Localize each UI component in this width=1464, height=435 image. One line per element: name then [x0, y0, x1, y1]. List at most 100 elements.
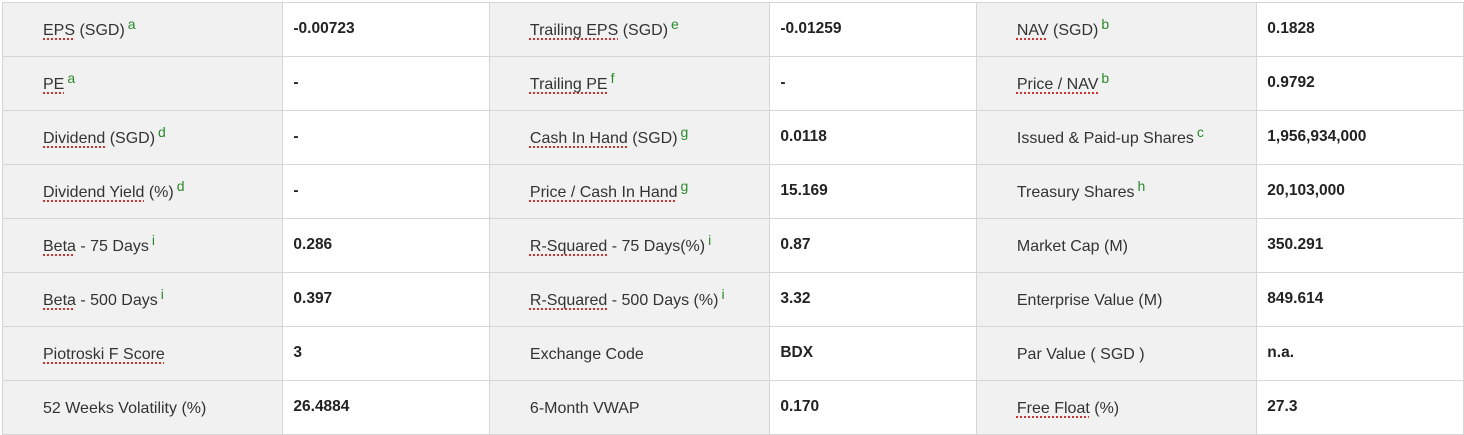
footnote-marker[interactable]: g: [680, 178, 689, 194]
metric-value: 0.1828: [1256, 2, 1464, 57]
metric-label: Trailing PE f: [488, 56, 771, 111]
footnote-marker[interactable]: a: [127, 16, 136, 32]
metric-term-link[interactable]: R-Squared: [529, 292, 608, 309]
metric-label: 52 Weeks Volatility (%): [1, 380, 284, 435]
metric-label-text: Treasury Shares: [1016, 184, 1135, 201]
footnote-marker[interactable]: e: [671, 16, 679, 32]
metric-term-link[interactable]: Price / NAV: [1016, 76, 1099, 93]
table-row: Beta - 75 Days i 0.286 R-Squared - 75 Days(…: [1, 218, 1464, 273]
metric-label-text: Enterprise Value (M): [1016, 292, 1163, 309]
table-row: Beta - 500 Days i 0.397 R-Squared - 500 Day…: [1, 272, 1464, 327]
metric-label: PE a: [1, 56, 284, 111]
metric-value: -0.01259: [769, 2, 977, 57]
metric-label-text: Exchange Code: [529, 346, 644, 363]
footnote-marker[interactable]: a: [67, 70, 76, 86]
metric-label-text: (SGD): [618, 22, 669, 39]
metric-term-link[interactable]: Free Float: [1016, 400, 1090, 417]
metric-label: Issued & Paid-up Shares c: [975, 110, 1258, 165]
metric-term-link[interactable]: Trailing PE: [529, 76, 608, 93]
metric-value: -0.00723: [282, 2, 490, 57]
table-row: 52 Weeks Volatility (%) 26.4884 6-Month VW…: [1, 380, 1464, 435]
metric-label-text: 52 Weeks Volatility (%): [43, 400, 207, 417]
metric-value: 15.169: [769, 164, 977, 219]
footnote-marker[interactable]: h: [1137, 178, 1146, 194]
metric-label: Treasury Shares h: [975, 164, 1258, 219]
metric-term-link[interactable]: Cash In Hand: [529, 130, 628, 147]
metric-label-text: (SGD): [105, 130, 156, 147]
footnote-marker[interactable]: d: [158, 124, 166, 140]
metric-label: Free Float (%): [975, 380, 1258, 435]
metric-value: -: [282, 56, 490, 111]
metric-label: Exchange Code: [488, 326, 771, 381]
metric-value: 3.32: [769, 272, 977, 327]
footnote-marker[interactable]: i: [721, 286, 725, 302]
table-row: Dividend Yield (%) d - Price / Cash In Hand…: [1, 164, 1464, 219]
metric-label: Dividend (SGD) d: [1, 110, 284, 165]
metric-value: -: [282, 164, 490, 219]
metric-value: 27.3: [1256, 380, 1464, 435]
metric-label: Price / Cash In Hand g: [488, 164, 771, 219]
metric-label-text: (%): [1089, 400, 1120, 417]
metric-value: 849.614: [1256, 272, 1464, 327]
metric-value: -: [282, 110, 490, 165]
footnote-marker[interactable]: c: [1196, 124, 1204, 140]
metric-label: Cash In Hand (SGD) g: [488, 110, 771, 165]
metric-value: 1,956,934,000: [1256, 110, 1464, 165]
metric-term-link[interactable]: Price / Cash In Hand: [529, 184, 678, 201]
metric-label: Par Value ( SGD ): [975, 326, 1258, 381]
metric-value: 0.170: [769, 380, 977, 435]
metric-term-link[interactable]: EPS: [43, 22, 76, 39]
metric-label-text: Par Value ( SGD ): [1016, 346, 1145, 363]
footnote-marker[interactable]: d: [176, 178, 185, 194]
metric-label-text: 6-Month VWAP: [529, 400, 640, 417]
metric-value: -: [769, 56, 977, 111]
footnote-marker[interactable]: i: [708, 232, 712, 248]
metric-label: Dividend Yield (%) d: [1, 164, 284, 219]
footnote-marker[interactable]: i: [160, 286, 164, 302]
table-row: Piotroski F Score 3 Exchange Code BDX Par Va…: [1, 326, 1464, 381]
metric-term-link[interactable]: Piotroski F Score: [43, 346, 165, 363]
footnote-marker[interactable]: g: [680, 124, 689, 140]
metric-label-text: - 500 Days: [75, 292, 158, 309]
metric-term-link[interactable]: R-Squared: [529, 238, 608, 255]
metric-value: 3: [282, 326, 490, 381]
metric-value: n.a.: [1256, 326, 1464, 381]
metric-label: EPS (SGD) a: [1, 2, 284, 57]
metric-term-link[interactable]: NAV: [1016, 22, 1049, 39]
footnote-marker[interactable]: b: [1101, 16, 1110, 32]
metric-label: R-Squared - 75 Days(%) i: [488, 218, 771, 273]
metric-term-link[interactable]: Beta: [43, 238, 76, 255]
footnote-marker[interactable]: f: [610, 70, 615, 86]
metric-term-link[interactable]: PE: [43, 76, 65, 93]
metric-value: 0.9792: [1256, 56, 1464, 111]
table-row: PE a - Trailing PE f - Price / NAV b 0.9792: [1, 56, 1464, 111]
metric-value: 20,103,000: [1256, 164, 1464, 219]
metric-value: 0.286: [282, 218, 490, 273]
metric-label: R-Squared - 500 Days (%) i: [488, 272, 771, 327]
metric-value: 350.291: [1256, 218, 1464, 273]
metric-label-text: (%): [144, 184, 174, 201]
metric-label: NAV (SGD) b: [975, 2, 1258, 57]
metric-label-text: Issued & Paid-up Shares: [1016, 130, 1194, 147]
metric-label: Price / NAV b: [975, 56, 1258, 111]
metric-label: Beta - 500 Days i: [1, 272, 284, 327]
metric-label: Beta - 75 Days i: [1, 218, 284, 273]
metric-value: 0.87: [769, 218, 977, 273]
metric-term-link[interactable]: Dividend Yield: [43, 184, 145, 201]
metric-value: BDX: [769, 326, 977, 381]
table-row: Dividend (SGD) d - Cash In Hand (SGD) g 0.011…: [1, 110, 1464, 165]
metric-label-text: (SGD): [75, 22, 125, 39]
metric-label-text: (SGD): [627, 130, 678, 147]
metric-label-text: - 75 Days(%): [607, 238, 706, 255]
metric-term-link[interactable]: Dividend: [43, 130, 106, 147]
metric-term-link[interactable]: Trailing EPS: [529, 22, 619, 39]
footnote-marker[interactable]: i: [151, 232, 155, 248]
metric-label: Trailing EPS (SGD) e: [488, 2, 771, 57]
metric-value: 26.4884: [282, 380, 490, 435]
metric-value: 0.397: [282, 272, 490, 327]
metric-term-link[interactable]: Beta: [43, 292, 76, 309]
footnote-marker[interactable]: b: [1101, 70, 1110, 86]
metric-value: 0.0118: [769, 110, 977, 165]
metric-label: 6-Month VWAP: [488, 380, 771, 435]
